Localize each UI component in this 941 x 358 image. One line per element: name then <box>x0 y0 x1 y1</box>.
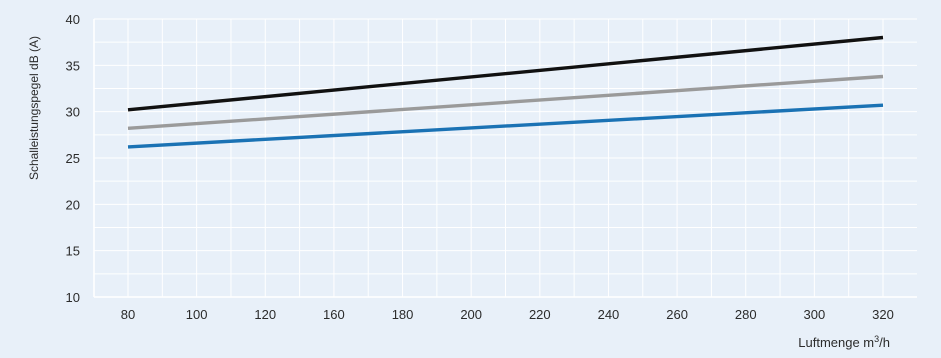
axis-lines <box>93 19 917 298</box>
x-tick-label: 280 <box>735 307 757 322</box>
y-tick-label: 40 <box>66 12 80 27</box>
y-tick-label: 20 <box>66 197 80 212</box>
x-tick-label: 80 <box>121 307 135 322</box>
x-tick-label: 320 <box>872 307 894 322</box>
y-tick-labels: 10 15 20 25 30 35 40 <box>66 12 80 305</box>
x-axis-title-sup: 3 <box>874 334 879 344</box>
x-axis-title-main: Luftmenge m <box>798 335 874 350</box>
x-axis-title-suffix: /h <box>879 335 890 350</box>
x-tick-labels: 80 100 120 160 180 200 220 240 260 280 300 320 <box>121 307 894 322</box>
y-tick-label: 30 <box>66 105 80 120</box>
series-line-3 <box>127 103 884 149</box>
y-tick-label: 35 <box>66 58 80 73</box>
y-tick-label: 10 <box>66 290 80 305</box>
x-tick-label: 100 <box>186 307 208 322</box>
y-axis-title: Schalleistungspegel dB (A) <box>27 36 41 180</box>
x-tick-label: 120 <box>254 307 276 322</box>
y-tick-label: 15 <box>66 244 80 259</box>
y-tick-label: 25 <box>66 151 80 166</box>
series-line-1 <box>127 35 884 112</box>
series-line-2 <box>127 74 884 130</box>
x-tick-label: 160 <box>323 307 345 322</box>
x-tick-label: 200 <box>460 307 482 322</box>
grid <box>94 18 917 297</box>
x-tick-label: 260 <box>666 307 688 322</box>
x-tick-label: 180 <box>392 307 414 322</box>
x-tick-label: 240 <box>598 307 620 322</box>
x-tick-label: 300 <box>804 307 826 322</box>
series-layer <box>127 35 884 149</box>
x-tick-label: 220 <box>529 307 551 322</box>
x-axis-title: Luftmenge m3/h <box>798 334 890 350</box>
